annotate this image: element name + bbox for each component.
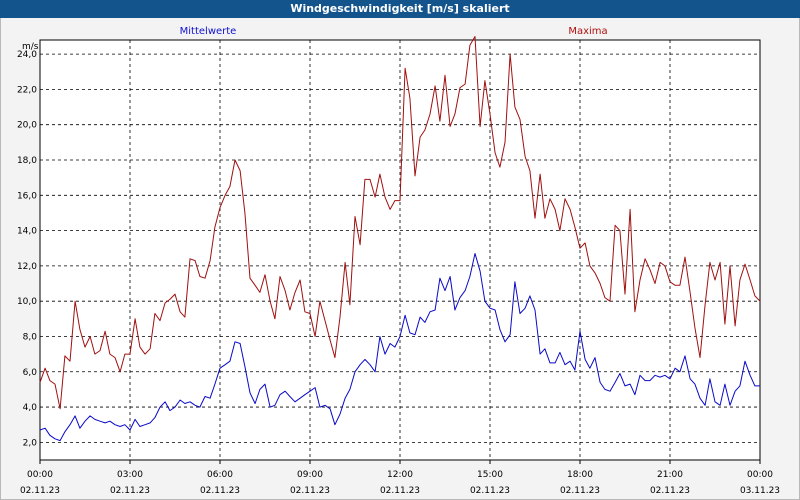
y-tick-label: 8,0 (23, 332, 38, 342)
x-tick-time: 21:00 (657, 470, 683, 480)
y-tick-label: 24,0 (17, 50, 37, 60)
y-tick-label: 6,0 (23, 368, 38, 378)
x-tick-time: 06:00 (207, 470, 233, 480)
y-tick-label: 12,0 (17, 262, 37, 272)
x-tick-time: 15:00 (477, 470, 503, 480)
grid-lines (40, 40, 760, 460)
legend-maxima: Maxima (568, 26, 607, 37)
series-line-mittelwerte (39, 253, 760, 442)
y-tick-label: 22,0 (17, 85, 37, 95)
x-tick-time: 00:00 (27, 470, 53, 480)
y-tick-label: 18,0 (17, 156, 37, 166)
y-tick-label: 4,0 (23, 403, 38, 413)
x-tick-time: 03:00 (117, 470, 143, 480)
series-line-maxima (39, 36, 761, 410)
x-tick-date: 02.11.23 (110, 486, 150, 496)
x-tick-time: 09:00 (297, 470, 323, 480)
x-tick-date: 02.11.23 (560, 486, 600, 496)
y-axis-unit-label: m/s (22, 42, 39, 52)
y-tick-label: 20,0 (17, 121, 37, 131)
y-tick-label: 16,0 (17, 191, 37, 201)
x-tick-time: 18:00 (567, 470, 593, 480)
y-tick-label: 10,0 (17, 297, 37, 307)
x-tick-date: 02.11.23 (470, 486, 510, 496)
x-tick-date: 02.11.23 (200, 486, 240, 496)
x-tick-date: 02.11.23 (20, 486, 60, 496)
x-tick-date: 02.11.23 (290, 486, 330, 496)
y-tick-label: 14,0 (17, 227, 37, 237)
x-tick-time: 00:00 (747, 470, 773, 480)
x-axis-ticks: 00:00 02.11.23 03:00 02.11.23 06:00 02.11.23 0… (20, 460, 780, 496)
series-lines (39, 36, 761, 442)
x-tick-time: 12:00 (387, 470, 413, 480)
y-axis-ticks: 2,0 4,0 6,0 8,0 10,0 12,0 14,0 16,0 18,0 20,0 22,0… (17, 50, 37, 448)
chart-title: Windgeschwindigkeit [m/s] skaliert (0, 0, 800, 18)
legend-mittelwerte: Mittelwerte (180, 26, 237, 37)
x-tick-date: 02.11.23 (650, 486, 690, 496)
x-tick-date: 02.11.23 (380, 486, 420, 496)
y-tick-label: 2,0 (23, 438, 38, 448)
x-tick-date: 03.11.23 (740, 486, 780, 496)
